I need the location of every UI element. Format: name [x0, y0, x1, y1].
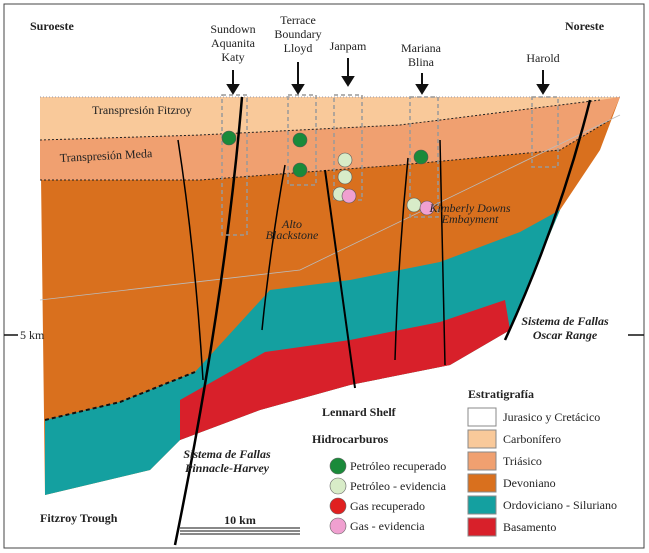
oil-recovered — [413, 149, 429, 165]
region-label: Fitzroy Trough — [40, 511, 118, 525]
legend-label: Petróleo recuperado — [350, 459, 446, 473]
legend-title: Hidrocarburos — [312, 432, 389, 446]
well-label: Terrace Boundary Lloyd — [274, 13, 321, 55]
legend-label: Gas recuperado — [350, 499, 425, 513]
well-label: Janpam — [330, 39, 367, 53]
well-box — [531, 96, 559, 168]
well-box — [409, 96, 439, 218]
fault — [439, 139, 446, 366]
legend-label: Devoniano — [503, 476, 556, 490]
oil-evidence — [337, 152, 353, 168]
legend-label: Jurasico y Cretácico — [503, 410, 600, 424]
legend-label: Ordoviciano - Siluriano — [503, 498, 617, 512]
section-label: Transpresión Meda — [59, 146, 153, 165]
arrow-head — [415, 84, 429, 95]
scale-label: 10 km — [224, 513, 256, 527]
legend-symbol — [329, 477, 347, 495]
horizon — [40, 119, 611, 181]
legend-swatch — [467, 473, 497, 493]
legend-label: Basamento — [503, 520, 556, 534]
depth-label: 5 km — [20, 328, 45, 342]
scale-bar — [180, 527, 300, 535]
legend-swatch — [467, 451, 497, 471]
well-label: Sundown Aquanita Katy — [210, 22, 255, 64]
fault — [503, 99, 592, 341]
arrow-head — [226, 84, 240, 95]
legend-label: Gas - evidencia — [350, 519, 425, 533]
fault — [173, 96, 244, 546]
legend-title: Estratigrafía — [468, 387, 534, 401]
well-symbols — [221, 130, 435, 216]
direction-label: Suroeste — [30, 19, 74, 33]
basement-layer — [180, 300, 510, 440]
fault — [324, 169, 356, 389]
hydrocarbon-legend: Petróleo recuperado Petróleo - evidencia G… — [329, 457, 447, 535]
fault — [394, 157, 409, 361]
section-label: Transpresión Fitzroy — [92, 103, 192, 117]
oil-recovered — [292, 162, 308, 178]
legend-label: Triásico — [503, 454, 542, 468]
oil-recovered — [221, 130, 237, 146]
region-label: Lennard Shelf — [322, 405, 397, 419]
arrow-head — [536, 84, 550, 95]
gas-evidence — [419, 200, 435, 216]
fault-label: Sistema de Fallas Oscar Range — [521, 314, 609, 342]
legend-label: Carbonífero — [503, 432, 561, 446]
legend-label: Petróleo - evidencia — [350, 479, 447, 493]
regional-line — [39, 114, 621, 301]
fault — [177, 139, 204, 381]
well-label: Harold — [526, 51, 559, 65]
oil-recovered — [292, 132, 308, 148]
fault — [261, 164, 286, 331]
carboniferous-layer — [40, 97, 620, 140]
fault-label: Sistema de Fallas Pinnacle-Harvey — [183, 447, 271, 475]
well-box — [287, 94, 317, 186]
legend-swatch — [467, 517, 497, 537]
section-label: Kimberly Downs Embayment — [429, 201, 511, 226]
direction-label: Noreste — [565, 19, 605, 33]
well-label: Mariana Blina — [401, 41, 442, 69]
oil-evidence — [337, 169, 353, 185]
legend-symbol — [329, 457, 347, 475]
horizon — [44, 371, 196, 421]
well-arrows — [226, 58, 550, 95]
legend-swatch — [467, 407, 497, 427]
legend-symbol — [329, 517, 347, 535]
stratigraphy-legend: Jurasico y Cretácico Carbonífero Triásico D… — [467, 407, 617, 537]
gas-evidence — [341, 188, 357, 204]
arrow-head — [291, 84, 305, 95]
legend-swatch — [467, 495, 497, 515]
horizon — [39, 99, 601, 141]
oil-evidence — [406, 197, 422, 213]
section-label: Alto Blackstone — [266, 217, 319, 242]
arrow-head — [341, 76, 355, 87]
legend-symbol — [329, 497, 347, 515]
well-box — [221, 94, 248, 236]
legend-swatch — [467, 429, 497, 449]
